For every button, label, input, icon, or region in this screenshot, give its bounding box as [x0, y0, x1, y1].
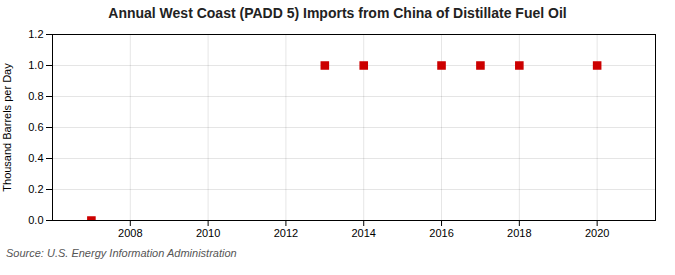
svg-text:2008: 2008 [118, 227, 142, 239]
svg-text:0.2: 0.2 [28, 183, 43, 195]
svg-text:2018: 2018 [507, 227, 531, 239]
html-text:Source: U.S. Energy Informatio: Source: U.S. Energy Information Administ… [6, 247, 237, 259]
svg-text:2012: 2012 [274, 227, 298, 239]
svg-text:2010: 2010 [196, 227, 220, 239]
svg-text:0.4: 0.4 [28, 152, 43, 164]
svg-text:2016: 2016 [429, 227, 453, 239]
svg-text:2020: 2020 [585, 227, 609, 239]
svg-text:1.2: 1.2 [28, 28, 43, 40]
svg-text:0.8: 0.8 [28, 90, 43, 102]
svg-text:Thousand Barrels per Day: Thousand Barrels per Day [1, 63, 13, 192]
svg-text:1.0: 1.0 [28, 59, 43, 71]
html-text:Annual West Coast (PADD 5) Imp: Annual West Coast (PADD 5) Imports from … [108, 5, 567, 21]
svg-text:0.6: 0.6 [28, 121, 43, 133]
svg-text:2014: 2014 [351, 227, 375, 239]
svg-text:0.0: 0.0 [28, 214, 43, 226]
